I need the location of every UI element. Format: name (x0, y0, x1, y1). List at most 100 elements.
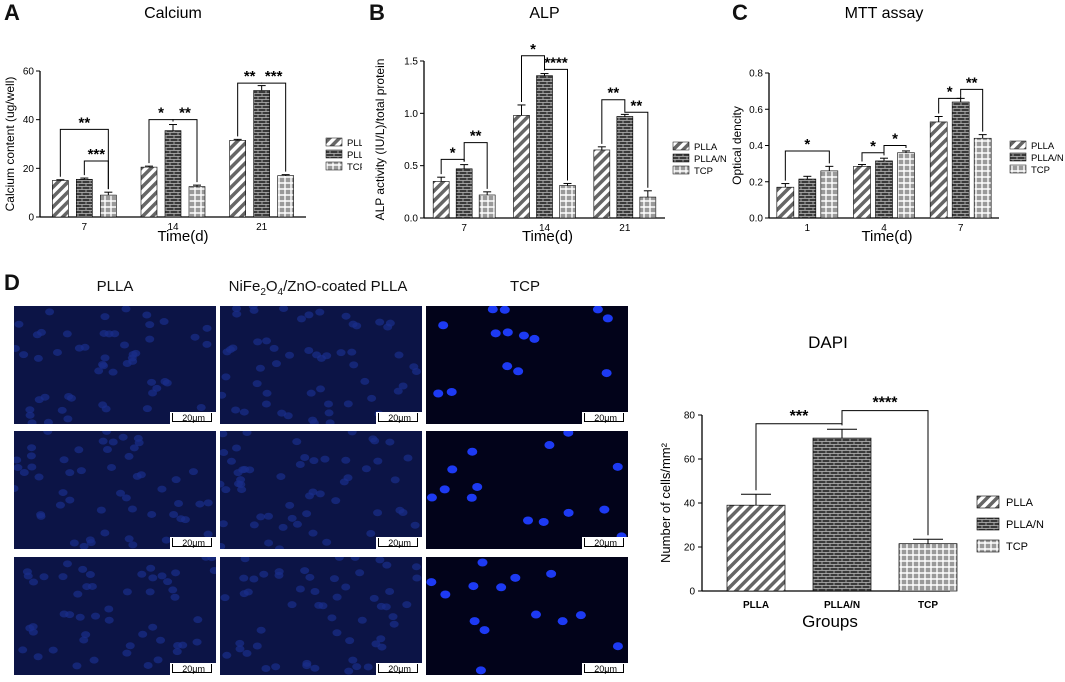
cell-nucleus (192, 638, 202, 646)
cell-nucleus (278, 523, 288, 531)
microscopy-image-render (426, 431, 628, 549)
cell-nucleus (69, 539, 79, 547)
cell-nucleus (472, 482, 483, 491)
significance-bracket (59, 128, 109, 190)
cell-nucleus (530, 610, 541, 619)
cell-nucleus (352, 663, 362, 671)
micro-col-title-plla: PLLA (96, 278, 134, 295)
significance-label: ** (179, 105, 191, 122)
cell-nucleus (108, 438, 118, 446)
cell-nucleus (232, 310, 242, 318)
bar (616, 116, 634, 219)
x-axis-label: Time(d) (522, 228, 573, 245)
cell-nucleus (220, 520, 228, 528)
bar (455, 168, 473, 219)
cell-nucleus (57, 406, 67, 414)
cell-nucleus (287, 514, 297, 522)
y-tick-label: 40 (684, 499, 696, 510)
cell-nucleus (102, 431, 112, 435)
cell-nucleus (98, 437, 108, 445)
significance-bracket (261, 82, 287, 172)
cell-nucleus (14, 456, 22, 464)
cell-nucleus (306, 389, 316, 397)
bar (559, 185, 576, 219)
y-axis-label: Number of cells/mm² (658, 442, 673, 563)
cell-nucleus (122, 588, 132, 596)
cell-nucleus (612, 642, 623, 651)
bar (513, 115, 530, 219)
cell-nucleus (518, 331, 529, 340)
cell-nucleus (300, 454, 310, 462)
y-tick-label: 0.2 (749, 177, 763, 188)
legend-swatch (976, 539, 1000, 553)
cell-nucleus (398, 382, 408, 390)
cell-nucleus (101, 405, 111, 413)
significance-label: * (947, 83, 953, 100)
cell-nucleus (329, 575, 339, 583)
microscopy-image: 20μm (220, 431, 422, 549)
significance-bracket (463, 142, 488, 189)
cell-nucleus (249, 521, 259, 529)
bar (639, 196, 657, 219)
cell-nucleus (300, 567, 310, 575)
bar (188, 186, 206, 218)
cell-nucleus (315, 308, 325, 316)
cell-nucleus (242, 431, 252, 437)
significance-label: * (892, 131, 898, 148)
cell-nucleus (152, 384, 162, 392)
x-tick-label: TCP (918, 600, 938, 611)
cell-nucleus (439, 485, 450, 494)
cell-nucleus (487, 306, 498, 314)
cell-nucleus (370, 437, 380, 445)
cell-nucleus (385, 438, 395, 446)
cell-nucleus (108, 368, 118, 376)
cell-nucleus (367, 394, 377, 402)
cell-nucleus (332, 593, 342, 601)
cell-nucleus (242, 649, 252, 657)
cell-nucleus (357, 616, 367, 624)
significance-label: * (450, 144, 456, 161)
bar (432, 181, 450, 219)
cell-nucleus (245, 466, 255, 474)
cell-nucleus (195, 500, 205, 508)
cell-nucleus (292, 520, 302, 528)
cell-nucleus (226, 457, 236, 465)
cell-nucleus (477, 558, 488, 567)
bar (140, 166, 158, 218)
cell-nucleus (121, 494, 131, 502)
cell-nucleus (124, 535, 134, 543)
cell-nucleus (239, 574, 249, 582)
legend-label: TCP (694, 166, 713, 177)
cell-nucleus (98, 361, 108, 369)
cell-nucleus (433, 389, 444, 398)
image-background (14, 431, 216, 549)
cell-nucleus (62, 330, 72, 338)
cell-nucleus (104, 605, 114, 613)
cell-nucleus (220, 480, 225, 488)
cell-nucleus (209, 567, 216, 575)
scale-bar (172, 413, 212, 422)
cell-nucleus (403, 454, 413, 462)
cell-nucleus (33, 653, 43, 661)
panel-letter-a: A (4, 0, 20, 25)
cell-nucleus (347, 431, 357, 436)
cell-nucleus (347, 348, 357, 356)
significance-bracket (624, 111, 649, 188)
y-tick-label: 0 (689, 587, 695, 598)
cell-nucleus (58, 573, 68, 581)
cell-nucleus (355, 569, 365, 577)
significance-bracket (841, 410, 929, 536)
cell-nucleus (331, 497, 341, 505)
cell-nucleus (25, 406, 35, 414)
cell-nucleus (33, 354, 43, 362)
scale-bar-box: 20μm (170, 663, 216, 675)
cell-nucleus (309, 419, 319, 424)
cell-nucleus (107, 463, 117, 471)
cell-nucleus (142, 405, 152, 413)
cell-nucleus (34, 396, 44, 404)
cell-nucleus (73, 590, 83, 598)
legend-label: PLLA/N (1006, 519, 1044, 531)
scale-bar-label: 20μm (594, 538, 617, 548)
legend-label: TCP (347, 162, 362, 173)
cell-nucleus (341, 456, 351, 464)
